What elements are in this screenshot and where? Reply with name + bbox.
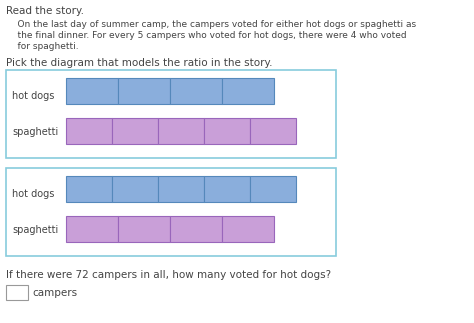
Bar xyxy=(112,176,158,202)
Text: Pick the diagram that models the ratio in the story.: Pick the diagram that models the ratio i… xyxy=(6,58,273,68)
Bar xyxy=(170,78,222,104)
Bar xyxy=(118,216,170,242)
Bar xyxy=(170,216,222,242)
Text: hot dogs: hot dogs xyxy=(12,189,55,199)
Text: hot dogs: hot dogs xyxy=(12,91,55,101)
Bar xyxy=(112,118,158,144)
Bar xyxy=(158,118,204,144)
Bar xyxy=(118,78,170,104)
Bar xyxy=(204,118,250,144)
Text: campers: campers xyxy=(32,288,77,298)
Text: the final dinner. For every 5 campers who voted for hot dogs, there were 4 who v: the final dinner. For every 5 campers wh… xyxy=(6,31,407,40)
Text: On the last day of summer camp, the campers voted for either hot dogs or spaghet: On the last day of summer camp, the camp… xyxy=(6,20,416,29)
Bar xyxy=(66,216,118,242)
Bar xyxy=(158,176,204,202)
Text: spaghetti: spaghetti xyxy=(12,127,58,137)
Text: spaghetti: spaghetti xyxy=(12,225,58,235)
Bar xyxy=(204,176,250,202)
Text: for spaghetti.: for spaghetti. xyxy=(6,42,79,51)
Bar xyxy=(66,176,112,202)
Text: If there were 72 campers in all, how many voted for hot dogs?: If there were 72 campers in all, how man… xyxy=(6,270,331,280)
Bar xyxy=(66,78,118,104)
Bar xyxy=(250,176,296,202)
Bar xyxy=(6,285,28,300)
Bar xyxy=(250,118,296,144)
Bar xyxy=(6,70,336,158)
Bar xyxy=(66,118,112,144)
Bar xyxy=(6,168,336,256)
Text: Read the story.: Read the story. xyxy=(6,6,84,16)
Bar xyxy=(222,216,274,242)
Bar xyxy=(222,78,274,104)
